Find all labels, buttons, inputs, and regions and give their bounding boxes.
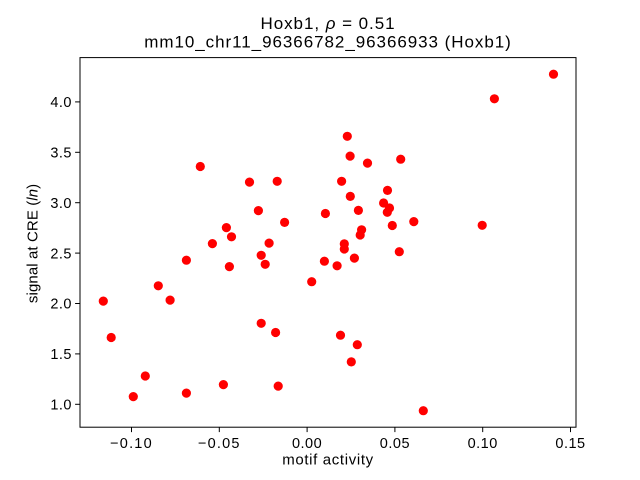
svg-text:motif activity: motif activity [282, 451, 374, 468]
svg-text:signal at CRE (ln): signal at CRE (ln) [24, 184, 41, 303]
svg-text:0.00: 0.00 [292, 436, 322, 452]
svg-text:Hoxb1, ρ = 0.51: Hoxb1, ρ = 0.51 [260, 14, 395, 33]
svg-text:−0.10: −0.10 [110, 436, 153, 452]
svg-text:2.0: 2.0 [50, 297, 72, 313]
svg-text:0.10: 0.10 [468, 436, 498, 452]
svg-text:3.5: 3.5 [50, 146, 72, 162]
svg-text:mm10_chr11_96366782_96366933 (: mm10_chr11_96366782_96366933 (Hoxb1) [144, 33, 512, 52]
svg-text:−0.05: −0.05 [198, 436, 241, 452]
svg-text:4.0: 4.0 [50, 95, 72, 111]
svg-text:1.0: 1.0 [50, 398, 72, 414]
svg-text:0.15: 0.15 [555, 436, 585, 452]
svg-text:3.0: 3.0 [50, 196, 72, 212]
svg-text:0.05: 0.05 [380, 436, 410, 452]
svg-text:1.5: 1.5 [50, 347, 72, 363]
svg-text:2.5: 2.5 [50, 246, 72, 262]
